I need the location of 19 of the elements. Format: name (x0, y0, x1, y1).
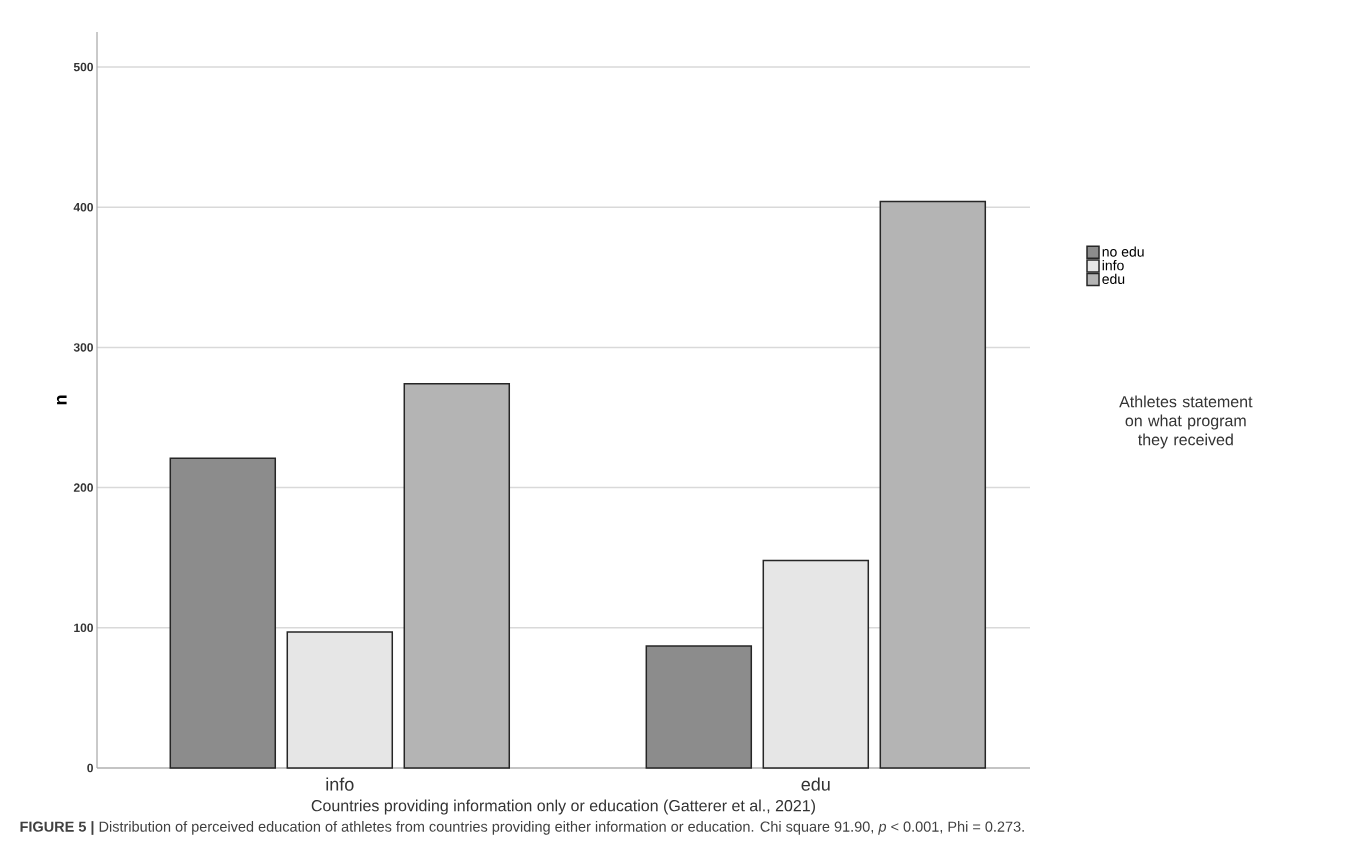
legend-title: Athletes statement on what program they received (1119, 395, 1253, 449)
bar (879, 200, 987, 769)
legend-label: no edu (1102, 246, 1144, 257)
y-tick-label: 300 (73, 343, 93, 352)
y-axis-title: n (56, 395, 67, 405)
legend-label: info (1102, 260, 1124, 271)
bar (403, 383, 511, 769)
bar (286, 631, 394, 769)
x-axis-title: Countries providing information only or education (Gatterer et al., 2021) (311, 799, 815, 815)
text: FIGURE 5 | Distribution of perceived education of athletes from countries providing either information or education. Chi square 91.90, p < 0.001, Phi = 0.273. (20, 821, 1024, 835)
y-tick-label: 0 (87, 763, 93, 773)
y-tick-label: 400 (73, 202, 93, 212)
bar (762, 559, 870, 769)
y-tick-label: 500 (73, 62, 93, 72)
legend-label: edu (1102, 273, 1125, 284)
y-tick-label: 200 (73, 483, 93, 492)
y-tick-label: 100 (74, 623, 93, 633)
bar (169, 457, 277, 769)
bar (645, 645, 753, 769)
